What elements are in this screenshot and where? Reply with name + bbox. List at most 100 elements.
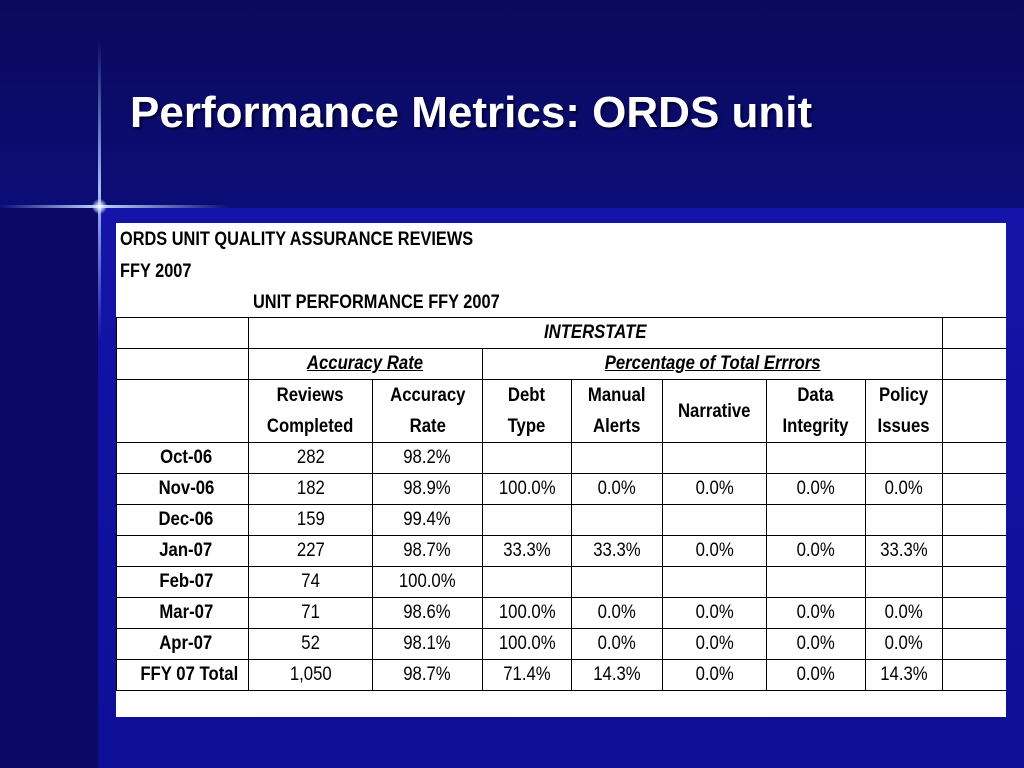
policy-issues-cell: [864, 442, 943, 474]
reviews-completed-cell: 182: [247, 473, 373, 505]
reviews-completed-cell: 227: [247, 535, 373, 567]
table-row: Apr-07 52 98.1% 100.0% 0.0% 0.0% 0.0% 0.0%: [116, 628, 1006, 660]
manual-alerts-cell: [570, 504, 663, 536]
policy-issues-cell: 0.0%: [864, 473, 943, 505]
row-label-cell: Feb-07: [116, 566, 249, 598]
data-integrity-cell: 0.0%: [765, 535, 866, 567]
blank-cell: [942, 442, 1006, 474]
debt-type-cell: 33.3%: [481, 535, 572, 567]
accuracy-rate-cell: 98.9%: [371, 473, 483, 505]
accuracy-rate-cell: 98.6%: [371, 597, 483, 629]
sparkle-icon: [92, 199, 107, 214]
header-empty-cell: [116, 348, 249, 380]
blank-cell: [942, 473, 1006, 505]
blank-cell: [942, 504, 1006, 536]
header-row-sections: Accuracy Rate Percentage of Total Errror…: [116, 348, 1006, 380]
row-label-cell: Jan-07: [116, 535, 249, 567]
blank-cell: [942, 317, 1006, 349]
table-row: Dec-06 159 99.4%: [116, 504, 1006, 536]
blank-cell: [942, 535, 1006, 567]
row-label-cell: FFY 07 Total: [116, 659, 249, 691]
manual-alerts-cell: 0.0%: [570, 628, 663, 660]
policy-issues-cell: [864, 504, 943, 536]
header-row-columns: Reviews Completed Accuracy Rate Debt Type M…: [116, 379, 1006, 443]
table-row: Mar-07 71 98.6% 100.0% 0.0% 0.0% 0.0% 0.0%: [116, 597, 1006, 629]
blank-cell: [942, 348, 1006, 380]
accuracy-rate-cell: 99.4%: [371, 504, 483, 536]
data-integrity-cell: 0.0%: [765, 473, 866, 505]
table-body: Oct-06 282 98.2% Nov-06 182 98.9% 100.0% 0.0% 0.…: [116, 442, 1006, 691]
percentage-errors-section-header: Percentage of Total Errrors: [481, 348, 943, 380]
col-header-debt-type: Debt Type: [481, 379, 572, 443]
col-header-manual-alerts: Manual Alerts: [570, 379, 663, 443]
row-label-cell: Nov-06: [116, 473, 249, 505]
policy-issues-cell: 0.0%: [864, 597, 943, 629]
debt-type-cell: [481, 442, 572, 474]
narrative-cell: 0.0%: [661, 597, 767, 629]
debt-type-cell: 100.0%: [481, 473, 572, 505]
col-header-reviews-completed: Reviews Completed: [247, 379, 373, 443]
accuracy-rate-cell: 98.2%: [371, 442, 483, 474]
header-row-group: INTERSTATE: [116, 317, 1006, 349]
table-row: Oct-06 282 98.2%: [116, 442, 1006, 474]
policy-issues-cell: 33.3%: [864, 535, 943, 567]
policy-issues-cell: 0.0%: [864, 628, 943, 660]
reviews-completed-cell: 282: [247, 442, 373, 474]
policy-issues-cell: 14.3%: [864, 659, 943, 691]
accuracy-rate-cell: 98.7%: [371, 659, 483, 691]
row-label-cell: Oct-06: [116, 442, 249, 474]
header-empty-cell: [116, 379, 249, 443]
table-row: Nov-06 182 98.9% 100.0% 0.0% 0.0% 0.0% 0.0%: [116, 473, 1006, 505]
sheet-heading-unit-performance: UNIT PERFORMANCE FFY 2007: [253, 292, 500, 313]
reviews-completed-cell: 1,050: [247, 659, 373, 691]
header-empty-cell: [116, 317, 249, 349]
interstate-header: INTERSTATE: [247, 317, 943, 349]
background-top: [0, 0, 1024, 208]
debt-type-cell: 100.0%: [481, 628, 572, 660]
row-label-cell: Apr-07: [116, 628, 249, 660]
manual-alerts-cell: [570, 442, 663, 474]
slide-title: Performance Metrics: ORDS unit: [130, 88, 813, 137]
manual-alerts-cell: [570, 566, 663, 598]
blank-cell: [942, 379, 1006, 443]
narrative-cell: 0.0%: [661, 535, 767, 567]
policy-issues-cell: [864, 566, 943, 598]
narrative-cell: 0.0%: [661, 473, 767, 505]
narrative-cell: [661, 442, 767, 474]
data-integrity-cell: 0.0%: [765, 597, 866, 629]
reviews-completed-cell: 71: [247, 597, 373, 629]
col-header-data-integrity: Data Integrity: [765, 379, 866, 443]
narrative-cell: [661, 566, 767, 598]
blank-cell: [942, 597, 1006, 629]
reviews-completed-cell: 52: [247, 628, 373, 660]
col-header-narrative: Narrative: [661, 379, 767, 443]
reviews-completed-cell: 74: [247, 566, 373, 598]
manual-alerts-cell: 14.3%: [570, 659, 663, 691]
row-label-cell: Mar-07: [116, 597, 249, 629]
narrative-cell: [661, 504, 767, 536]
manual-alerts-cell: 0.0%: [570, 597, 663, 629]
narrative-cell: 0.0%: [661, 659, 767, 691]
data-integrity-cell: [765, 442, 866, 474]
sparkle-horizontal-ray: [0, 205, 230, 208]
accuracy-rate-cell: 98.7%: [371, 535, 483, 567]
debt-type-cell: 100.0%: [481, 597, 572, 629]
data-integrity-cell: 0.0%: [765, 628, 866, 660]
table-row: Jan-07 227 98.7% 33.3% 33.3% 0.0% 0.0% 33.3%: [116, 535, 1006, 567]
row-label-cell: Dec-06: [116, 504, 249, 536]
spreadsheet-embed: ORDS UNIT QUALITY ASSURANCE REVIEWS FFY …: [116, 223, 1006, 717]
data-integrity-cell: 0.0%: [765, 659, 866, 691]
sparkle-vertical-ray: [98, 40, 101, 340]
table-row: Feb-07 74 100.0%: [116, 566, 1006, 598]
performance-table: INTERSTATE Accuracy Rate Percentage of T…: [116, 317, 1006, 691]
col-header-policy-issues: Policy Issues: [864, 379, 943, 443]
data-integrity-cell: [765, 566, 866, 598]
background-left-band: [0, 208, 98, 768]
debt-type-cell: [481, 504, 572, 536]
debt-type-cell: [481, 566, 572, 598]
blank-cell: [942, 659, 1006, 691]
col-header-accuracy-rate: Accuracy Rate: [371, 379, 483, 443]
narrative-cell: 0.0%: [661, 628, 767, 660]
blank-cell: [942, 566, 1006, 598]
accuracy-rate-cell: 98.1%: [371, 628, 483, 660]
